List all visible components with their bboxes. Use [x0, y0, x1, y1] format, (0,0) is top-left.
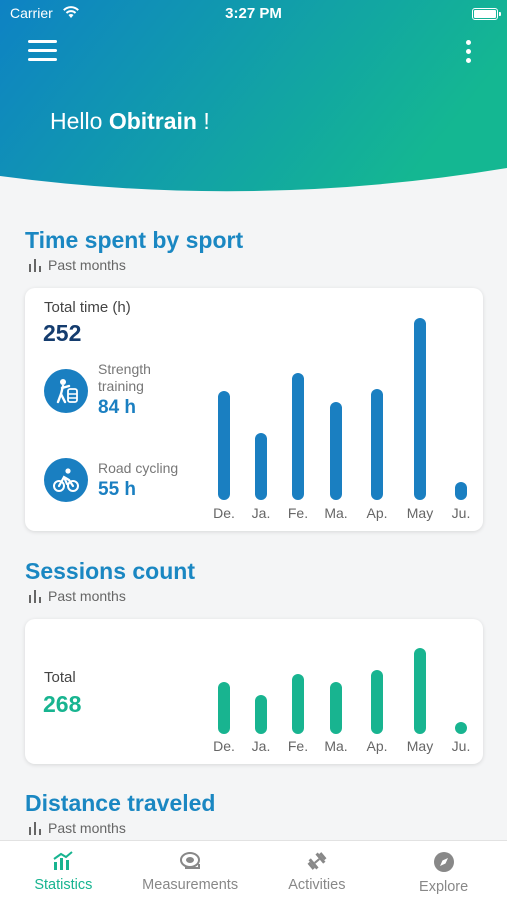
user-name: Obitrain — [108, 108, 197, 134]
chart-x-label: Ap. — [366, 505, 388, 521]
sport-name-cycling: Road cycling — [98, 460, 179, 476]
tab-label: Activities — [288, 877, 346, 893]
sessions-total-label: Total — [44, 669, 76, 686]
chart-x-label: May — [406, 505, 434, 521]
tab-explore[interactable]: Explore — [380, 841, 507, 900]
chart-x-label: Ma. — [324, 505, 348, 521]
total-time-value: 252 — [43, 320, 82, 346]
menu-button[interactable] — [28, 40, 58, 64]
measuring-tape-icon — [180, 852, 201, 869]
distance-section-title: Distance traveled — [25, 790, 216, 816]
road-cycling-icon — [44, 458, 88, 502]
greeting: Hello Obitrain ! — [50, 108, 210, 134]
strength-training-icon — [44, 369, 88, 413]
tab-activities[interactable]: Activities — [254, 841, 381, 900]
tab-statistics[interactable]: Statistics — [0, 841, 127, 900]
chart-bar-ma — [330, 682, 342, 734]
chart-bar-ma — [330, 401, 342, 500]
bar-chart-icon — [29, 590, 41, 603]
sessions-bar-chart: De. Ja. Fe. Ma. Ap. May Ju. — [25, 619, 483, 764]
status-time: 3:27 PM — [225, 5, 282, 22]
statistics-icon — [53, 851, 74, 870]
total-time-label: Total time (h) — [44, 299, 131, 316]
chart-bar-ju — [455, 481, 467, 500]
chart-x-label: De. — [213, 738, 235, 754]
time-section-subtitle: Past months — [28, 257, 126, 273]
battery-icon — [472, 8, 501, 20]
chart-bar-fe — [292, 372, 304, 500]
bar-chart-icon — [29, 259, 41, 272]
chart-bar-ja — [255, 432, 267, 500]
time-bar-chart: De. Ja. Fe. Ma. Ap. May Ju. — [25, 288, 483, 531]
sport-name-strength: Strength training — [98, 361, 151, 394]
bar-chart-icon — [29, 822, 41, 835]
sport-value-strength: 84 h — [98, 397, 137, 418]
compass-icon — [433, 852, 454, 872]
more-options-button[interactable] — [460, 40, 476, 66]
chart-x-label: Ja. — [251, 505, 271, 521]
chart-bar-may — [414, 318, 426, 500]
hamburger-icon — [28, 40, 57, 43]
distance-section-subtitle: Past months — [28, 820, 126, 836]
chart-bar-ap — [371, 670, 383, 734]
chart-bar-ju — [455, 722, 467, 734]
carrier-label: Carrier — [10, 5, 53, 21]
chart-bar-ap — [371, 388, 383, 500]
tab-measurements[interactable]: Measurements — [127, 841, 254, 900]
chart-x-label: Ma. — [324, 738, 348, 754]
chart-bar-ja — [255, 695, 267, 734]
chart-x-label: Ju. — [451, 505, 471, 521]
time-section-title: Time spent by sport — [25, 227, 244, 253]
time-card[interactable]: Total time (h) 252 Strength training 84 h… — [25, 288, 483, 531]
sessions-section-subtitle: Past months — [28, 588, 126, 604]
chart-x-label: May — [406, 738, 434, 754]
dumbbell-icon — [307, 852, 327, 870]
header-background — [0, 0, 507, 192]
chart-bar-de — [218, 390, 230, 500]
chart-x-label: Fe. — [287, 505, 309, 521]
more-vertical-icon — [465, 40, 471, 45]
tab-label: Statistics — [34, 877, 93, 893]
header: Carrier 3:27 PM Hello Obitrain ! — [0, 0, 507, 205]
chart-x-label: Ju. — [451, 738, 471, 754]
wifi-icon — [63, 6, 79, 18]
sessions-card[interactable]: Total 268 De. Ja. Fe. Ma. Ap. May Ju. — [25, 619, 483, 764]
tab-bar: Statistics Measurements Activities — [0, 840, 507, 900]
chart-x-label: Ja. — [251, 738, 271, 754]
sport-value-cycling: 55 h — [98, 479, 137, 500]
sessions-section-title: Sessions count — [25, 558, 195, 584]
sessions-total-value: 268 — [43, 691, 82, 717]
tab-label: Measurements — [142, 877, 239, 893]
chart-bar-de — [218, 681, 230, 734]
chart-bar-may — [414, 648, 426, 734]
chart-x-label: Ap. — [366, 738, 388, 754]
chart-x-label: Fe. — [287, 738, 309, 754]
chart-bar-fe — [292, 673, 304, 734]
tab-label: Explore — [419, 879, 469, 895]
chart-x-label: De. — [213, 505, 235, 521]
